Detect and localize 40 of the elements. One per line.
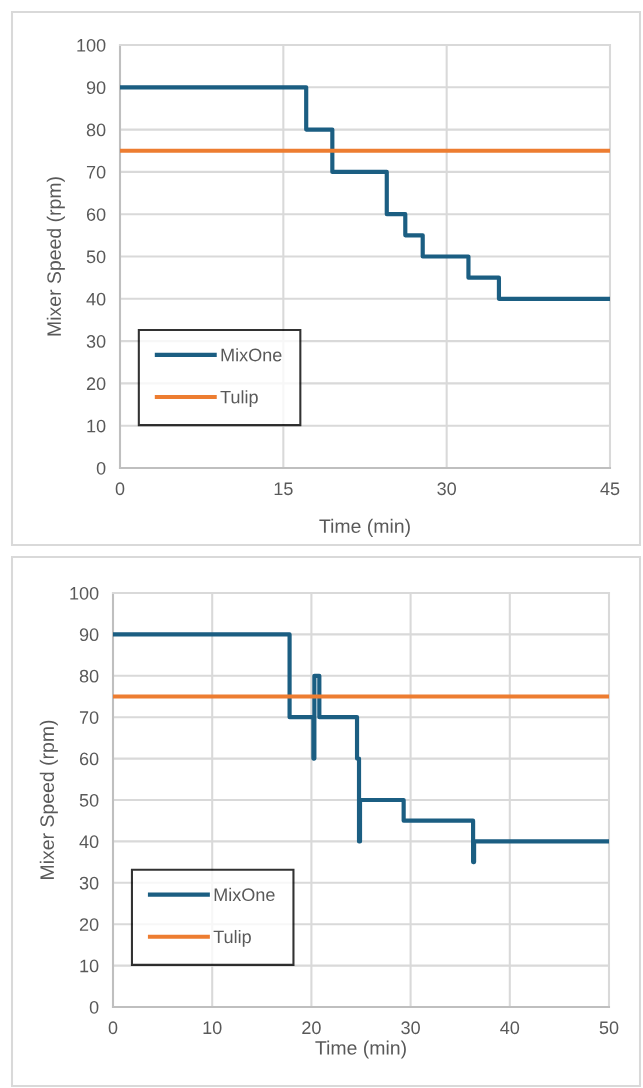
- y-tick-label: 30: [86, 335, 106, 348]
- x-axis-title: Time (min): [315, 1040, 406, 1059]
- x-tick-label: 50: [599, 1021, 619, 1035]
- y-tick-label: 50: [86, 250, 106, 264]
- x-tick-label: 20: [302, 1021, 321, 1035]
- y-tick-label: 0: [96, 461, 106, 475]
- legend-label: MixOne: [221, 348, 282, 362]
- legend-label: Tulip: [220, 390, 258, 408]
- y-axis-title: Mixer Speed (rpm): [39, 720, 58, 879]
- y-tick-label: 70: [79, 711, 99, 724]
- y-tick-label: 10: [87, 419, 106, 433]
- y-tick-label: 60: [86, 208, 106, 221]
- legend-label: Tulip: [213, 929, 251, 947]
- x-axis-title: Time (min): [319, 518, 410, 537]
- y-tick-label: 60: [79, 752, 99, 766]
- legend-label: MixOne: [214, 887, 275, 902]
- y-tick-label: 40: [79, 835, 99, 849]
- y-tick-label: 100: [77, 38, 106, 52]
- x-tick-label: 10: [203, 1021, 222, 1035]
- x-tick-label: 0: [115, 482, 125, 496]
- y-tick-label: 10: [80, 959, 99, 973]
- y-axis-title: Mixer Speed (rpm): [46, 177, 65, 336]
- y-tick-label: 30: [79, 876, 99, 890]
- y-tick-label: 20: [86, 377, 106, 391]
- y-tick-label: 40: [86, 292, 106, 306]
- y-tick-label: 80: [86, 123, 106, 137]
- y-tick-label: 80: [79, 669, 99, 683]
- y-tick-label: 100: [70, 586, 99, 600]
- y-tick-label: 90: [86, 81, 106, 95]
- x-tick-label: 30: [401, 1021, 420, 1035]
- x-tick-label: 45: [600, 482, 620, 496]
- x-tick-label: 40: [500, 1021, 520, 1035]
- x-tick-label: 30: [437, 482, 456, 496]
- x-tick-label: 15: [274, 482, 293, 496]
- y-tick-label: 90: [79, 628, 99, 642]
- y-tick-label: 0: [89, 1000, 99, 1014]
- y-tick-label: 70: [86, 165, 106, 179]
- y-tick-label: 20: [79, 918, 99, 931]
- y-tick-label: 50: [79, 793, 99, 807]
- x-tick-label: 0: [108, 1021, 118, 1035]
